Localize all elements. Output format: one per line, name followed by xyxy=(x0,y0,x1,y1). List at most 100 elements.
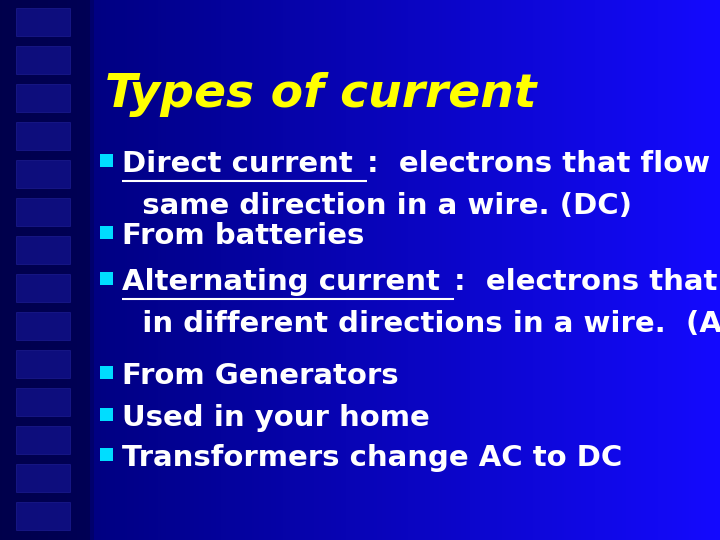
Text: same direction in a wire. (DC): same direction in a wire. (DC) xyxy=(122,192,632,220)
Bar xyxy=(451,0,454,540)
Bar xyxy=(16,350,70,378)
Bar xyxy=(696,0,699,540)
Bar xyxy=(574,0,577,540)
Text: Used in your home: Used in your home xyxy=(122,404,430,432)
Bar xyxy=(187,0,191,540)
Bar xyxy=(122,0,126,540)
Bar xyxy=(158,0,162,540)
Bar xyxy=(55,0,58,540)
Bar xyxy=(571,0,575,540)
Bar xyxy=(65,0,68,540)
Bar xyxy=(293,0,296,540)
Bar xyxy=(382,0,385,540)
Bar xyxy=(626,0,630,540)
Bar xyxy=(305,0,308,540)
Bar xyxy=(16,160,70,188)
Bar xyxy=(612,0,616,540)
Bar xyxy=(718,0,720,540)
Bar xyxy=(603,0,606,540)
Bar xyxy=(502,0,505,540)
Bar xyxy=(485,0,488,540)
Bar xyxy=(598,0,601,540)
Bar xyxy=(639,0,642,540)
Bar xyxy=(207,0,210,540)
Bar xyxy=(24,0,27,540)
Bar xyxy=(396,0,400,540)
Bar xyxy=(473,0,476,540)
Bar xyxy=(144,0,148,540)
Bar xyxy=(16,122,70,150)
Bar xyxy=(684,0,688,540)
Bar xyxy=(689,0,692,540)
Bar xyxy=(103,0,107,540)
Bar xyxy=(405,0,409,540)
Bar xyxy=(16,198,70,226)
Bar xyxy=(343,0,346,540)
Bar xyxy=(329,0,332,540)
Bar xyxy=(672,0,675,540)
Bar xyxy=(384,0,387,540)
Bar xyxy=(715,0,719,540)
Bar xyxy=(708,0,711,540)
Bar xyxy=(590,0,594,540)
Bar xyxy=(554,0,558,540)
Bar xyxy=(108,0,112,540)
Bar xyxy=(77,0,80,540)
Bar xyxy=(528,0,531,540)
Bar xyxy=(569,0,572,540)
Bar xyxy=(221,0,224,540)
Bar xyxy=(415,0,418,540)
Bar xyxy=(540,0,544,540)
Bar xyxy=(100,448,113,461)
Bar xyxy=(264,0,267,540)
Bar xyxy=(523,0,526,540)
Bar xyxy=(58,0,61,540)
Bar xyxy=(542,0,546,540)
Bar xyxy=(135,0,138,540)
Bar xyxy=(204,0,207,540)
Bar xyxy=(132,0,135,540)
Bar xyxy=(420,0,423,540)
Bar xyxy=(310,0,313,540)
Bar xyxy=(466,0,469,540)
Bar xyxy=(643,0,647,540)
Bar xyxy=(16,274,70,302)
Bar xyxy=(410,0,414,540)
Bar xyxy=(259,0,263,540)
Bar xyxy=(425,0,428,540)
Bar xyxy=(434,0,438,540)
Bar xyxy=(151,0,155,540)
Bar xyxy=(100,154,113,167)
Bar xyxy=(5,0,8,540)
Bar xyxy=(0,0,90,540)
Bar xyxy=(377,0,380,540)
Bar xyxy=(16,312,70,340)
Bar xyxy=(117,0,121,540)
Bar xyxy=(468,0,472,540)
Bar xyxy=(463,0,467,540)
Bar xyxy=(432,0,436,540)
Bar xyxy=(36,0,40,540)
Bar xyxy=(315,0,318,540)
Bar xyxy=(238,0,241,540)
Bar xyxy=(650,0,654,540)
Bar xyxy=(274,0,277,540)
Bar xyxy=(228,0,231,540)
Bar xyxy=(233,0,236,540)
Bar xyxy=(96,0,99,540)
Bar xyxy=(567,0,570,540)
Bar xyxy=(665,0,668,540)
Bar xyxy=(101,0,104,540)
Bar xyxy=(100,272,113,285)
Bar xyxy=(578,0,582,540)
Bar xyxy=(89,0,92,540)
Bar xyxy=(367,0,371,540)
Bar xyxy=(27,0,30,540)
Bar xyxy=(480,0,483,540)
Bar xyxy=(197,0,200,540)
Bar xyxy=(338,0,342,540)
Text: in different directions in a wire.  (AC): in different directions in a wire. (AC) xyxy=(122,310,720,338)
Bar xyxy=(22,0,25,540)
Bar xyxy=(50,0,54,540)
Bar xyxy=(482,0,486,540)
